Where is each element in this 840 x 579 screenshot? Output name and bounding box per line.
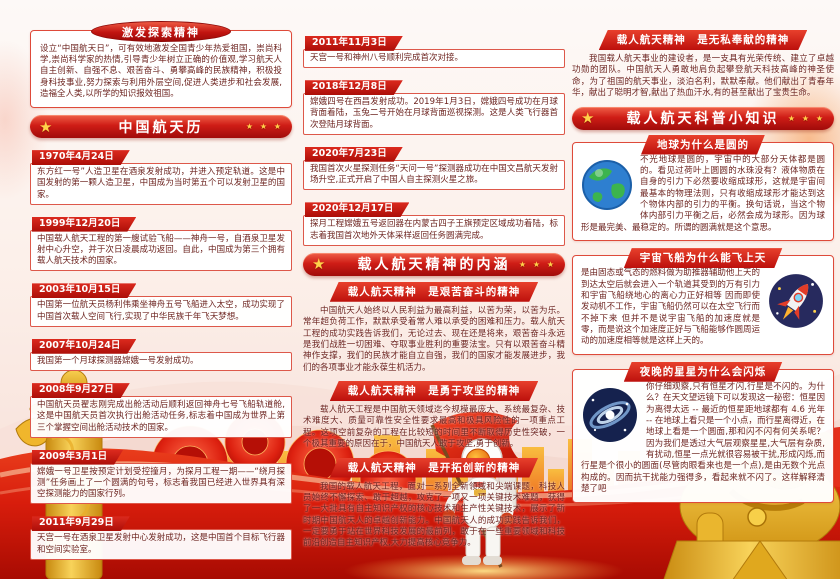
timeline-entry-text: 天宫一号和神州八号顺利完成首次对接。 xyxy=(303,49,565,69)
timeline-entry-text: 嫦娥四号在西昌发射成功。2019年1月3日，嫦娥四号成功在月球背面着陆，玉兔二号… xyxy=(303,93,565,135)
timeline-entry: 2018年12月8日 嫦娥四号在西昌发射成功。2019年1月3日，嫦娥四号成功在… xyxy=(303,74,565,135)
dedication-text: 我国载人航天事业的建设者，是一支具有光荣传统、建立了卓越功勋的团队。中国航天人勇… xyxy=(572,54,834,99)
star-icon xyxy=(312,253,328,276)
timeline-entry-text: 中国第一位航天员杨利伟乘坐神舟五号飞船进入太空，成功实现了中国首次载人空间飞行,… xyxy=(30,296,292,327)
timeline-date-tag: 1970年4月24日 xyxy=(32,150,130,165)
intro-box: 激发探索精神 设立“中国航天日”，可有效地激发全国青少年热爱祖国，崇尚科学,崇尚… xyxy=(30,21,292,109)
spirit-section-text: 我国的载人航天工程，面对一系列全新领域和尖端课题，科技人员始终不懈探索、敢于超越… xyxy=(303,481,565,549)
timeline-entry-text: 东方红一号”人造卫星在酒泉发射成功，并进入预定轨道。这是中国发射的第一颗人造卫星… xyxy=(30,163,292,205)
timeline-entry-text: 我国首次火星探测任务“天问一号”探测器成功在中国文昌航天发射场升空,正式开启了中… xyxy=(303,159,565,191)
timeline-entry-text: 嫦娥一号卫星按预定计划受控撞月，为探月工程一期——“绕月探测”任务画上了一个圆满… xyxy=(30,462,292,505)
calendar-banner: 中国航天历 xyxy=(30,115,292,139)
timeline-entry: 1999年12月20日 中国载人航天工程的第一艘试验飞船——神舟一号，自酒泉卫星… xyxy=(30,211,292,272)
spirit-section-text: 载人航天工程是中国航天领域迄今规模最庞大、系统最复杂、技术难度大、质量可靠性安全… xyxy=(303,405,565,450)
science-card-rocket: 宇宙飞船为什么能飞上天 xyxy=(572,255,834,355)
science-card-earth: 地球为什么是圆的 不光地球是圆的，宇宙中的大部分天体都是圆的。看见过荷叶上圆圆的… xyxy=(572,142,834,242)
science-card-text: 你仔细观察,只有恒星才闪,行星是不闪的。为什么？在天文望远镜下可以发现这一秘密：… xyxy=(581,381,825,495)
timeline-entry-text: 我国第一个月球探测器嫦娥一号发射成功。 xyxy=(30,351,292,372)
right-column: 载人航天精神 是无私奉献的精神 我国载人航天事业的建设者，是一支具有光荣传统、建… xyxy=(572,30,834,517)
spirit-section: 载人航天精神 是艰苦奋斗的精神 中国航天人始终以人民利益为最高利益，以苦为荣，以… xyxy=(303,282,565,374)
star-icon xyxy=(519,253,556,276)
timeline-entry-text: 天宫一号在酒泉卫星发射中心发射成功，这是中国首个目标飞行器和空间实验室。 xyxy=(30,529,292,560)
dedication-title: 载人航天精神 是无私奉献的精神 xyxy=(599,30,808,50)
spirit-banner: 载人航天精神的内涵 xyxy=(303,252,565,276)
timeline-entry: 2003年10月15日 中国第一位航天员杨利伟乘坐神舟五号飞船进入太空，成功实现… xyxy=(30,277,292,327)
timeline-date-tag: 2011年9月29日 xyxy=(32,516,130,531)
timeline-date-tag: 2020年7月23日 xyxy=(305,147,403,162)
spirit-section-title: 载人航天精神 是开拓创新的精神 xyxy=(330,458,539,478)
left-column: 激发探索精神 设立“中国航天日”，可有效地激发全国青少年热爱祖国，崇尚科学,崇尚… xyxy=(30,21,292,566)
spirit-section-title: 载人航天精神 是艰苦奋斗的精神 xyxy=(330,282,539,302)
timeline-entry: 2009年3月1日 嫦娥一号卫星按预定计划受控撞月，为探月工程一期——“绕月探测… xyxy=(30,444,292,505)
timeline-entry: 2020年12月17日 探月工程嫦娥五号返回器在内蒙古四子王旗预定区域成功着陆，… xyxy=(303,196,565,246)
timeline-date-tag: 2003年10月15日 xyxy=(32,283,136,298)
dedication-section: 载人航天精神 是无私奉献的精神 我国载人航天事业的建设者，是一支具有光荣传统、建… xyxy=(572,30,834,100)
timeline-entry: 2020年7月23日 我国首次火星探测任务“天问一号”探测器成功在中国文昌航天发… xyxy=(303,141,565,191)
science-card-text: 是由固态或气态的燃料做为助推器辅助他上天的到达太空后就会进入一个轨道其受到的万有… xyxy=(581,268,760,347)
science-card-stars: 夜晚的星星为什么会闪烁 你仔细观察,只有恒星才闪,行星是不闪的。为什么？在 xyxy=(572,369,834,503)
spirit-banner-title: 载人航天精神的内涵 xyxy=(357,257,511,274)
timeline-date-tag: 2009年3月1日 xyxy=(32,450,123,465)
timeline-entry: 2007年10月24日 我国第一个月球探测器嫦娥一号发射成功。 xyxy=(30,333,292,372)
astronaut-illustration xyxy=(344,411,624,579)
science-card-title: 宇宙飞船为什么能飞上天 xyxy=(624,248,783,268)
star-icon xyxy=(246,115,283,138)
spirit-section-text: 中国航天人始终以人民利益为最高利益，以苦为荣，以苦为乐。常年超负荷工作，默默承受… xyxy=(303,305,565,373)
timeline-entry-text: 探月工程嫦娥五号返回器在内蒙古四子王旗预定区域成功着陆，标志着我国首次地外天体采… xyxy=(303,215,565,246)
star-icon xyxy=(788,107,825,130)
spirit-section: 载人航天精神 是开拓创新的精神 我国的载人航天工程，面对一系列全新领域和尖端课题… xyxy=(303,458,565,550)
science-card-title: 夜晚的星星为什么会闪烁 xyxy=(624,362,783,382)
science-banner: 载人航天科普小知识 xyxy=(572,106,834,130)
timeline-date-tag: 2020年12月17日 xyxy=(305,202,409,217)
timeline-entry: 1970年4月24日 东方红一号”人造卫星在酒泉发射成功，并进入预定轨道。这是中… xyxy=(30,144,292,205)
timeline-entry-text: 中国载人航天工程的第一艘试验飞船——神舟一号，自酒泉卫星发射中心升空，并于次日凌… xyxy=(30,229,292,272)
star-icon xyxy=(39,115,55,138)
galaxy-icon xyxy=(581,386,639,448)
intro-title-banner: 激发探索精神 xyxy=(91,21,231,42)
timeline-date-tag: 2011年11月3日 xyxy=(305,36,403,51)
science-banner-title: 载人航天科普小知识 xyxy=(626,111,780,127)
timeline-date-tag: 2018年12月8日 xyxy=(305,80,403,95)
timeline-date-tag: 2007年10月24日 xyxy=(32,339,136,354)
rocket-icon xyxy=(767,272,825,334)
timeline-entry: 2011年11月3日 天宫一号和神州八号顺利完成首次对接。 xyxy=(303,30,565,69)
timeline-entry-text: 中国航天员翟志刚完成出舱活动后顺利返回神舟七号飞船轨道舱,这是中国航天员首次执行… xyxy=(30,396,292,438)
timeline-entry: 2008年9月27日 中国航天员翟志刚完成出舱活动后顺利返回神舟七号飞船轨道舱,… xyxy=(30,377,292,438)
earth-icon xyxy=(581,159,633,215)
timeline-entry: 2011年9月29日 天宫一号在酒泉卫星发射中心发射成功，这是中国首个目标飞行器… xyxy=(30,510,292,560)
science-card-title: 地球为什么是圆的 xyxy=(641,135,765,155)
spirit-section-title: 载人航天精神 是勇于攻坚的精神 xyxy=(330,381,539,401)
science-card-text: 不光地球是圆的，宇宙中的大部分天体都是圆的。看见过荷叶上圆圆的水珠没有？液体物质… xyxy=(581,154,825,233)
timeline-date-tag: 1999年12月20日 xyxy=(32,217,136,232)
spirit-section: 载人航天精神 是勇于攻坚的精神 载人航天工程是中国航天领域迄今规模最庞大、系统最… xyxy=(303,381,565,451)
middle-column: 2011年11月3日 天宫一号和神州八号顺利完成首次对接。 2018年12月8日… xyxy=(303,30,565,557)
star-icon xyxy=(581,107,597,130)
calendar-banner-title: 中国航天历 xyxy=(118,119,204,136)
timeline-date-tag: 2008年9月27日 xyxy=(32,383,130,398)
intro-text: 设立“中国航天日”，可有效地激发全国青少年热爱祖国，崇尚科学,崇尚科学家的热情,… xyxy=(40,44,282,99)
